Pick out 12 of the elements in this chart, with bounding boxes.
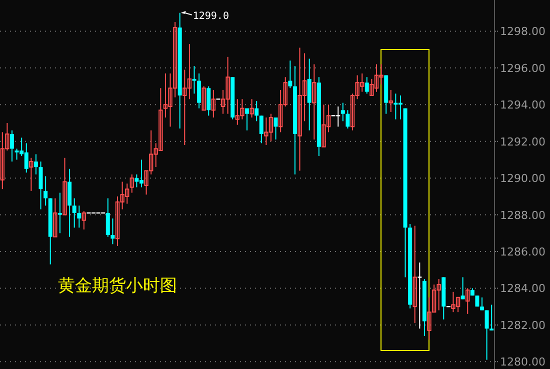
y-tick-label: 1284.00 [500, 282, 546, 296]
y-tick-label: 1294.00 [500, 98, 546, 112]
annotation: 1299.0 [192, 10, 229, 22]
y-tick-label: 1298.00 [500, 25, 546, 38]
text: 黄金期货小时图 [58, 276, 177, 296]
y-tick-label: 1286.00 [500, 246, 546, 259]
y-tick-label: 1292.00 [500, 135, 546, 148]
y-tick-label: 1280.00 [500, 356, 546, 369]
y-tick-label: 1288.00 [500, 208, 546, 222]
y-tick-label: 1282.00 [500, 318, 546, 332]
y-tick-label: 1290.00 [500, 172, 546, 186]
y-tick-label: 1296.00 [500, 62, 546, 75]
